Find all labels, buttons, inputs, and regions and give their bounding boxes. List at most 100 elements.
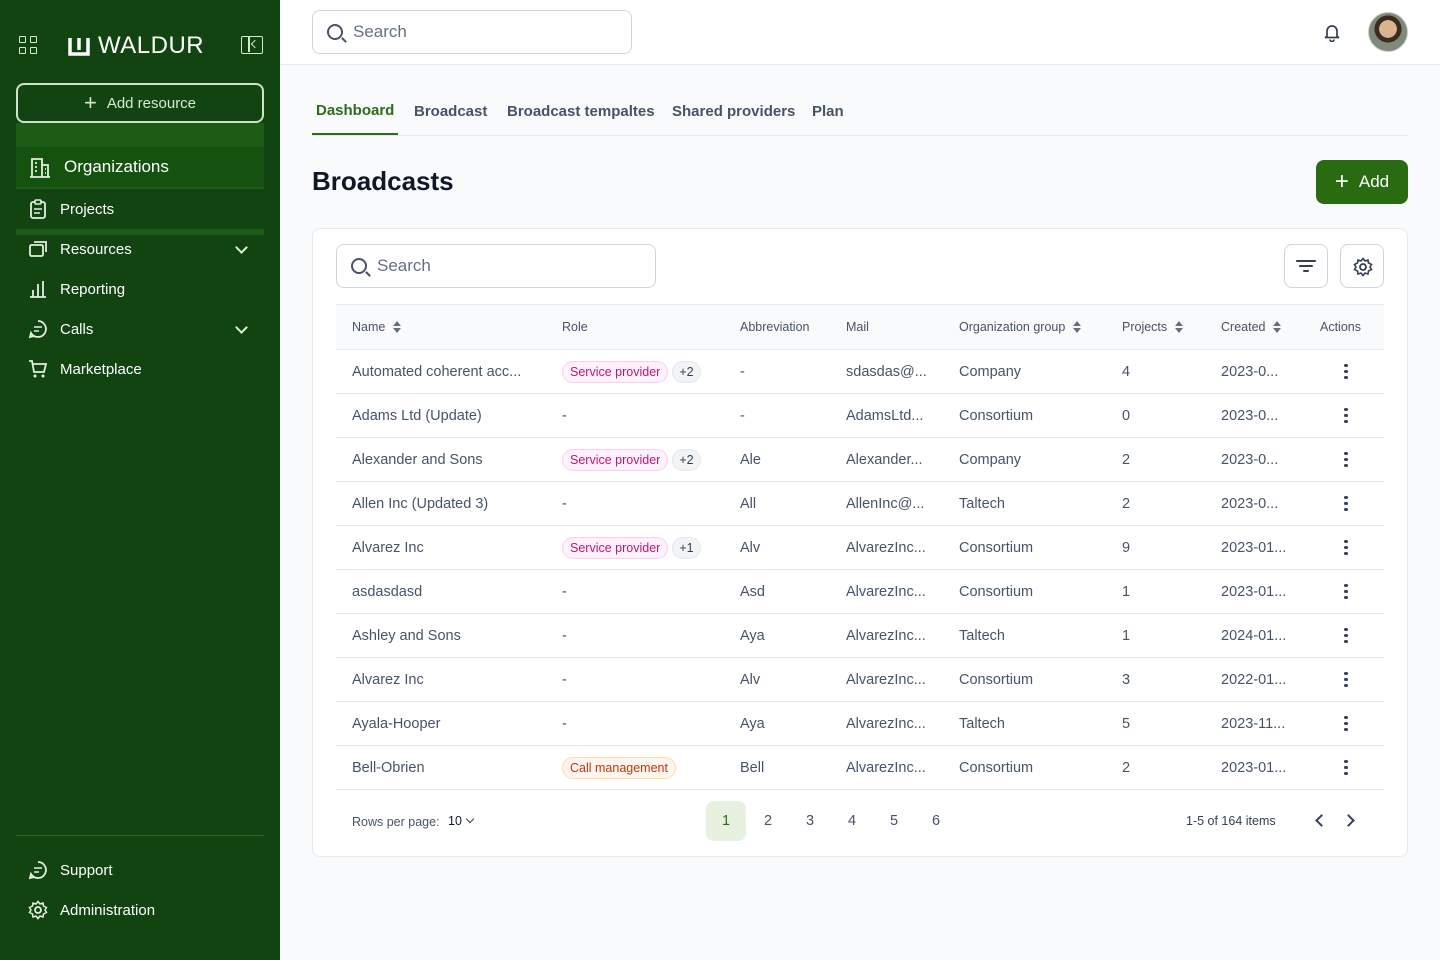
- sidebar-item-reporting[interactable]: Reporting: [16, 269, 264, 309]
- cell-mail: AlvarezInc...: [830, 701, 943, 746]
- column-header-label: Actions: [1320, 320, 1361, 334]
- more-vertical-icon[interactable]: [1344, 451, 1348, 468]
- sidebar: WALDUR + Add resource Organizations Proj…: [0, 0, 280, 960]
- page-button[interactable]: 1: [706, 801, 746, 841]
- tab-dashboard[interactable]: Dashboard: [312, 88, 399, 135]
- cell-abbreviation: -: [724, 393, 830, 438]
- chevron-left-icon[interactable]: [1315, 814, 1328, 827]
- cell-name: Alvarez Inc: [336, 657, 546, 702]
- waldur-logo[interactable]: WALDUR: [68, 32, 204, 60]
- global-search[interactable]: [312, 10, 632, 54]
- page-button[interactable]: 4: [847, 813, 857, 829]
- tab-plan[interactable]: Plan: [812, 103, 844, 120]
- sort-icon: [393, 320, 402, 334]
- role-empty: -: [562, 407, 567, 424]
- filter-button[interactable]: [1284, 244, 1328, 288]
- table-row[interactable]: Bell-Obrien Call management Bell AlvarezInc…: [336, 745, 1384, 790]
- role-badge: Call management: [562, 756, 676, 779]
- filter-icon-line: [1299, 265, 1313, 267]
- sidebar-item-resources[interactable]: Resources: [16, 229, 264, 269]
- more-roles-badge[interactable]: +2: [672, 360, 701, 383]
- table-search[interactable]: [336, 244, 656, 288]
- table-settings-button[interactable]: [1340, 244, 1384, 288]
- column-header-organization-group[interactable]: Organization group: [943, 304, 1106, 350]
- sidebar-item-support[interactable]: Support: [16, 850, 264, 890]
- pagination-range: 1-5 of 164 items: [1186, 814, 1276, 828]
- cell-mail: AlvarezInc...: [830, 657, 943, 702]
- cell-role: Service provider +1: [546, 525, 724, 570]
- cell-name: Allen Inc (Updated 3): [336, 481, 546, 526]
- sidebar-item-label: Resources: [60, 240, 132, 258]
- rows-per-page-select[interactable]: 10: [448, 814, 462, 828]
- page-button[interactable]: 3: [805, 813, 815, 829]
- more-roles-badge[interactable]: +2: [672, 448, 701, 471]
- cell-mail: sdasdas@...: [830, 349, 943, 394]
- table-row[interactable]: Alexander and Sons Service provider +2 Ale A…: [336, 437, 1384, 482]
- more-vertical-icon[interactable]: [1344, 671, 1348, 688]
- avatar[interactable]: [1368, 12, 1408, 52]
- chevron-down-icon[interactable]: [235, 321, 248, 334]
- table-search-input[interactable]: [377, 245, 647, 287]
- more-vertical-icon[interactable]: [1344, 539, 1348, 556]
- table-row[interactable]: Ayala-Hooper - Aya AlvarezInc... Taltech 5 202…: [336, 701, 1384, 746]
- column-header-label: Abbreviation: [740, 320, 810, 334]
- cell-organization-group: Consortium: [943, 569, 1106, 614]
- table-row[interactable]: Adams Ltd (Update) - - AdamsLtd... Consortiu…: [336, 393, 1384, 438]
- more-vertical-icon[interactable]: [1344, 363, 1348, 380]
- sidebar-item-marketplace[interactable]: Marketplace: [16, 349, 264, 389]
- rows-per-page-label: Rows per page:: [352, 815, 440, 829]
- more-roles-badge[interactable]: +1: [672, 536, 701, 559]
- table-header-row: Name Role Abbreviation Mail Organization…: [336, 304, 1384, 350]
- cell-organization-group: Company: [943, 437, 1106, 482]
- add-button-label: Add: [1358, 172, 1390, 191]
- add-resource-button[interactable]: + Add resource: [16, 83, 264, 123]
- cell-role: -: [546, 481, 724, 526]
- bell-icon[interactable]: [1322, 22, 1342, 42]
- tab-broadcast[interactable]: Broadcast: [414, 103, 488, 120]
- table-row[interactable]: Automated coherent acc... Service provide…: [336, 349, 1384, 394]
- chevron-down-icon[interactable]: [465, 814, 475, 824]
- table-row[interactable]: Alvarez Inc - Alv AlvarezInc... Consortium 3 2…: [336, 657, 1384, 702]
- topbar: [280, 0, 1440, 65]
- sidebar-item-projects[interactable]: Projects: [16, 189, 264, 229]
- cell-name: Ayala-Hooper: [336, 701, 546, 746]
- more-vertical-icon[interactable]: [1344, 495, 1348, 512]
- sort-icon: [1073, 320, 1082, 334]
- more-vertical-icon[interactable]: [1344, 715, 1348, 732]
- sidebar-item-administration[interactable]: Administration: [16, 890, 264, 930]
- sidebar-item-calls[interactable]: Calls: [16, 309, 264, 349]
- more-vertical-icon[interactable]: [1344, 407, 1348, 424]
- page-button[interactable]: 2: [763, 813, 773, 829]
- tab-shared-providers[interactable]: Shared providers: [672, 103, 796, 120]
- column-header-name[interactable]: Name: [336, 304, 546, 350]
- more-vertical-icon[interactable]: [1344, 583, 1348, 600]
- column-header-projects[interactable]: Projects: [1106, 304, 1205, 350]
- message-icon: [28, 320, 47, 339]
- apps-grid-icon[interactable]: [19, 36, 37, 54]
- table-row[interactable]: Ashley and Sons - Aya AlvarezInc... Taltech 1…: [336, 613, 1384, 658]
- global-search-input[interactable]: [353, 11, 623, 53]
- cell-mail: AlvarezInc...: [830, 613, 943, 658]
- column-header-created[interactable]: Created: [1205, 304, 1304, 350]
- collapse-sidebar-icon[interactable]: [241, 36, 263, 54]
- add-button[interactable]: + Add: [1316, 160, 1408, 204]
- table-footer: Rows per page: 10 1 2 3 4 5 6 1-5 of 164 item…: [336, 801, 1384, 841]
- more-vertical-icon[interactable]: [1344, 759, 1348, 776]
- table-row[interactable]: Alvarez Inc Service provider +1 Alv AlvarezI…: [336, 525, 1384, 570]
- table-row[interactable]: Allen Inc (Updated 3) - All AllenInc@... Tal…: [336, 481, 1384, 526]
- more-vertical-icon[interactable]: [1344, 627, 1348, 644]
- page-button[interactable]: 6: [931, 813, 941, 829]
- chevron-right-icon[interactable]: [1342, 814, 1355, 827]
- page-button[interactable]: 5: [889, 813, 899, 829]
- cell-mail: AdamsLtd...: [830, 393, 943, 438]
- broadcasts-table: Name Role Abbreviation Mail Organization…: [336, 304, 1384, 790]
- gear-icon: [28, 900, 48, 920]
- sidebar-item-label: Support: [60, 861, 113, 879]
- tab-bar: Dashboard Broadcast Broadcast tempaltes …: [312, 88, 1408, 136]
- role-badge: Service provider: [562, 536, 669, 559]
- sidebar-item-organizations[interactable]: Organizations: [16, 147, 264, 187]
- chevron-down-icon[interactable]: [235, 241, 248, 254]
- tab-broadcast-templates[interactable]: Broadcast tempaltes: [507, 103, 655, 120]
- cell-mail: AlvarezInc...: [830, 525, 943, 570]
- table-row[interactable]: asdasdasd - Asd AlvarezInc... Consortium 1 202…: [336, 569, 1384, 614]
